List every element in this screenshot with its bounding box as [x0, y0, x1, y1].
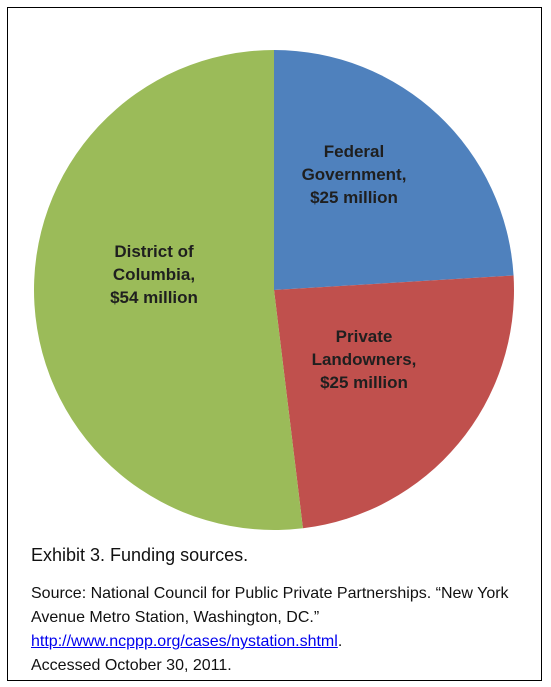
pie-slice-federal-government [274, 50, 514, 290]
pie-chart: Federal Government, $25 million Private Land… [34, 50, 514, 530]
pie-slice-district-of-columbia [34, 50, 303, 530]
pie-slice-private-landowners [274, 275, 514, 529]
slice-label-private-landowners: Private Landowners, $25 million [312, 327, 417, 392]
slice-label-federal-government: Federal Government, $25 million [302, 142, 407, 207]
figure-caption: Exhibit 3. Funding sources. [31, 545, 249, 565]
source-text: Source: National Council for Public Priv… [31, 585, 509, 626]
source-link-period: . [337, 633, 343, 650]
source-link[interactable]: http://www.ncppp.org/cases/nystation.sht… [31, 633, 338, 650]
slice-label-district-of-columbia: District of Columbia, $54 million [110, 242, 198, 307]
accessed-date: Accessed October 30, 2011. [31, 657, 232, 674]
source-citation: Source: National Council for Public Priv… [31, 582, 531, 678]
